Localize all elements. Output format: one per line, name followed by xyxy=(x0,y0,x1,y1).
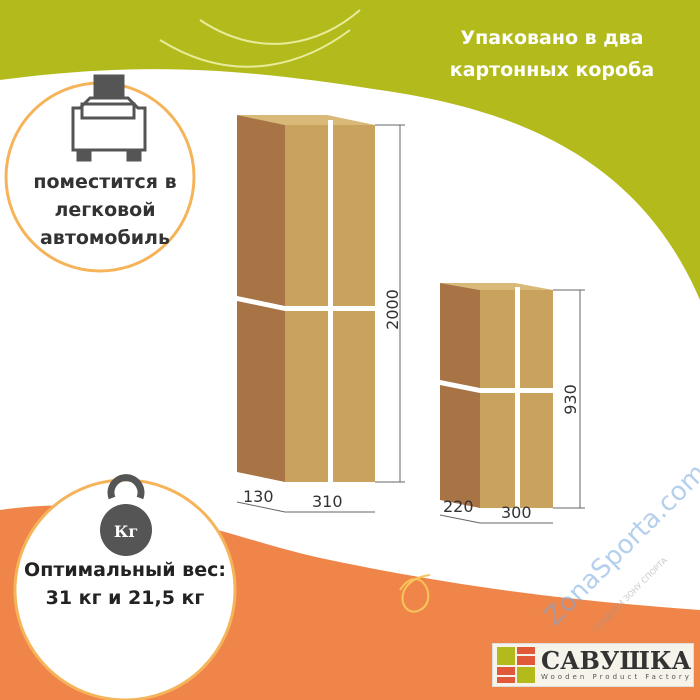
car-fit-text: поместится в легковой автомобиль xyxy=(33,171,177,249)
small-box xyxy=(440,283,553,508)
page-title: Упаковано в два картонных короба xyxy=(449,27,655,81)
large-box xyxy=(237,115,375,482)
large-box-height: 2000 xyxy=(382,289,402,330)
large-box-width: 310 xyxy=(312,492,343,511)
weight-text: Оптимальный вес: 31 кг и 21,5 кг xyxy=(24,559,226,609)
large-box-depth: 130 xyxy=(243,487,274,506)
kettlebell-icon: Кг xyxy=(100,474,152,556)
small-box-width: 300 xyxy=(501,503,532,522)
logo-name: САВУШКА xyxy=(541,646,692,675)
car-with-box-icon xyxy=(71,74,147,162)
dimension-lines xyxy=(236,124,585,524)
brand-logo: САВУШКА Wooden Product Factory xyxy=(492,643,694,687)
logo-mark-icon xyxy=(497,647,535,683)
logo-subtitle: Wooden Product Factory xyxy=(541,673,692,681)
kettlebell-label: Кг xyxy=(114,522,138,541)
small-box-depth: 220 xyxy=(443,497,474,516)
small-box-height: 930 xyxy=(560,384,580,415)
